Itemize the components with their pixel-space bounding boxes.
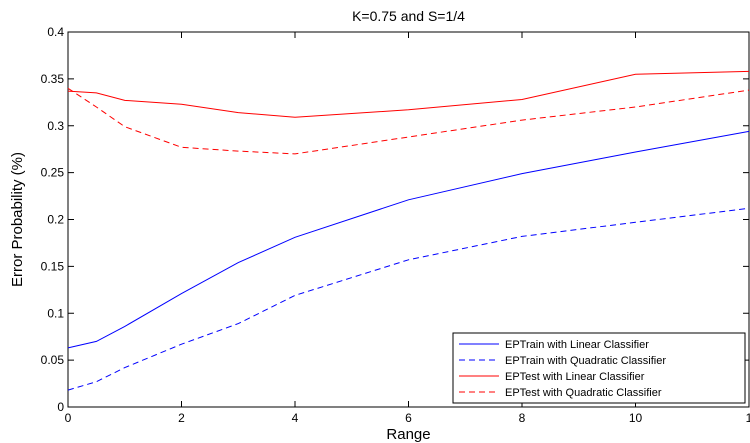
series-line-3 [67, 70, 750, 118]
x-tick-label: 1 [746, 411, 750, 425]
y-tick-label: 0.05 [41, 353, 65, 367]
y-tick-label: 0.2 [47, 213, 64, 227]
x-tick-label: 0 [65, 411, 72, 425]
series-line-2 [67, 207, 750, 391]
x-tick-label: 10 [629, 411, 643, 425]
y-axis-label: Error Probability (%) [9, 152, 26, 287]
y-tick-label: 0.3 [47, 119, 64, 133]
x-tick-label: 8 [519, 411, 526, 425]
y-tick-label: 0.1 [47, 306, 64, 320]
y-tick-label: 0.25 [41, 166, 65, 180]
y-tick-label: 0 [57, 400, 64, 414]
y-tick-label: 0.15 [41, 259, 65, 273]
y-tick-label: 0.4 [47, 25, 64, 39]
x-axis-label: Range [386, 426, 430, 443]
legend-label: EPTest with Quadratic Classifier [505, 387, 662, 399]
x-tick-label: 6 [405, 411, 412, 425]
ticks-layer: 0 2 4 6 8 10 100.050.10.150.20.250.30.350.4 [41, 25, 750, 425]
legend-box [452, 332, 746, 404]
series-line-1 [67, 130, 750, 349]
legend: EPTrain with Linear Classifier EPTrain wi… [452, 332, 746, 404]
legend-label: EPTrain with Quadratic Classifier [505, 355, 666, 367]
series-line-4 [67, 87, 750, 155]
x-tick-label: 4 [292, 411, 299, 425]
chart-title: K=0.75 and S=1/4 [352, 8, 465, 24]
legend-label: EPTrain with Linear Classifier [505, 339, 649, 351]
series-layer [67, 70, 750, 391]
y-tick-label: 0.35 [41, 72, 65, 86]
x-tick-label: 2 [178, 411, 185, 425]
legend-label: EPTest with Linear Classifier [505, 371, 645, 383]
